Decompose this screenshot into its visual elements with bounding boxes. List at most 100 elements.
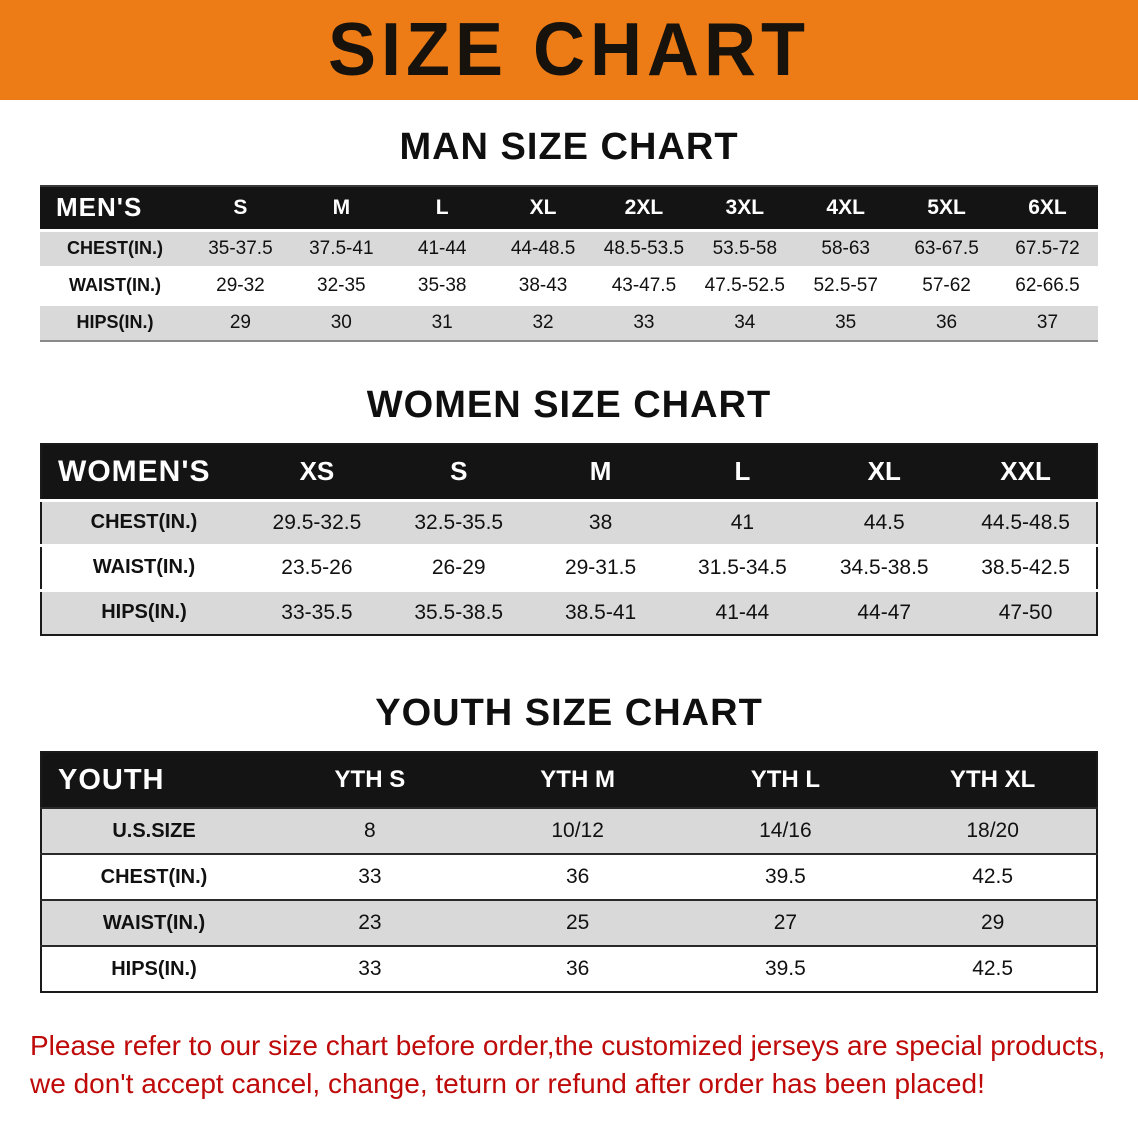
size-value: 63-67.5: [914, 237, 979, 259]
size-value: 23: [358, 911, 382, 934]
size-value: 33: [358, 957, 382, 980]
men-col-header: 5XL: [896, 186, 997, 230]
size-value: 58-63: [821, 237, 870, 259]
women-chest-row: CHEST(IN.) 29.5-32.5 32.5-35.5 38 41 44.…: [41, 500, 1097, 545]
size-value: 33-35.5: [281, 600, 353, 624]
men-hips-row: HIPS(IN.) 29 30 31 32 33 34 35 36 37: [40, 304, 1098, 341]
women-hips-row: HIPS(IN.) 33-35.5 35.5-38.5 38.5-41 41-4…: [41, 590, 1097, 635]
size-value: 31: [431, 311, 453, 333]
size-value: 30: [330, 311, 352, 333]
size-value: 29: [980, 911, 1005, 934]
size-value: 32: [532, 311, 554, 333]
women-col-header: XXL: [955, 444, 1097, 500]
youth-table-title: YOUTH: [41, 752, 266, 808]
size-value: 39.5: [764, 865, 806, 888]
size-value: 10/12: [551, 819, 604, 842]
size-value: 32.5-35.5: [414, 510, 504, 534]
size-value: 14/16: [759, 819, 812, 842]
size-value: 35-37.5: [208, 237, 273, 259]
women-col-header: S: [387, 444, 530, 500]
size-value: 35.5-38.5: [414, 600, 504, 624]
row-label: HIPS(IN.): [111, 957, 197, 980]
row-label: CHEST(IN.): [100, 865, 208, 888]
size-value: 36: [565, 957, 590, 980]
size-value: 34: [734, 311, 756, 333]
size-value: 48.5-53.5: [603, 237, 685, 259]
women-size-table: WOMEN'S XS S M L XL XXL CHEST(IN.) 29.5-…: [40, 443, 1098, 636]
size-value: 47-50: [998, 600, 1053, 624]
men-col-header: 2XL: [593, 186, 695, 230]
size-value: 34.5-38.5: [839, 555, 929, 579]
men-header-row: MEN'S S M L XL 2XL 3XL 4XL 5XL 6XL: [40, 186, 1098, 230]
size-value: 29: [229, 311, 251, 333]
size-value: 31.5-34.5: [698, 555, 787, 579]
size-value: 8: [364, 819, 376, 842]
disclaimer-line-2: we don't accept cancel, change, teturn o…: [30, 1067, 985, 1099]
row-label: U.S.SIZE: [112, 819, 196, 842]
women-section-heading: WOMEN SIZE CHART: [366, 384, 772, 426]
men-section-heading: MAN SIZE CHART: [399, 126, 739, 168]
youth-col-header: YTH L: [681, 752, 890, 808]
youth-chest-row: CHEST(IN.) 33 36 39.5 42.5: [41, 854, 1097, 900]
size-value: 41: [730, 510, 755, 534]
youth-section-heading: YOUTH SIZE CHART: [375, 692, 763, 734]
size-value: 37: [1036, 311, 1059, 333]
page-title: SIZE CHART: [328, 8, 810, 93]
size-value: 67.5-72: [1015, 237, 1080, 259]
size-value: 44-47: [857, 600, 912, 624]
size-value: 29-31.5: [564, 555, 637, 579]
size-value: 42.5: [972, 957, 1014, 980]
size-value: 57-62: [922, 274, 971, 296]
women-waist-row: WAIST(IN.) 23.5-26 26-29 29-31.5 31.5-34…: [41, 545, 1097, 590]
men-chest-row: CHEST(IN.) 35-37.5 37.5-41 41-44 44-48.5…: [40, 230, 1098, 267]
men-waist-row: WAIST(IN.) 29-32 32-35 35-38 38-43 43-47…: [40, 267, 1098, 304]
size-value: 37.5-41: [309, 237, 374, 259]
men-col-header: L: [391, 186, 493, 230]
size-value: 44.5-48.5: [981, 510, 1070, 534]
men-col-header: S: [190, 186, 291, 230]
men-col-header: M: [290, 186, 392, 230]
size-value: 42.5: [972, 865, 1014, 888]
men-col-header: 3XL: [694, 186, 796, 230]
size-value: 29-32: [216, 274, 265, 296]
disclaimer: Please refer to our size chart before or…: [30, 1027, 1112, 1103]
men-col-header: 6XL: [997, 186, 1098, 230]
size-value: 29.5-32.5: [272, 510, 362, 534]
women-col-header: L: [671, 444, 814, 500]
youth-col-header: YTH S: [266, 752, 474, 808]
youth-size-table: YOUTH YTH S YTH M YTH L YTH XL U.S.SIZE …: [40, 751, 1098, 993]
size-value: 18/20: [966, 819, 1019, 842]
women-col-header: XL: [813, 444, 956, 500]
size-value: 38: [588, 510, 613, 534]
women-table-title: WOMEN'S: [41, 444, 246, 500]
men-size-table: MEN'S S M L XL 2XL 3XL 4XL 5XL 6XL CHEST…: [40, 185, 1098, 342]
size-value: 38-43: [518, 274, 568, 296]
size-value: 52.5-57: [813, 274, 878, 296]
size-value: 38.5-42.5: [981, 555, 1070, 579]
row-label: WAIST(IN.): [92, 556, 196, 578]
youth-ussize-row: U.S.SIZE 8 10/12 14/16 18/20: [41, 808, 1097, 854]
women-header-row: WOMEN'S XS S M L XL XXL: [41, 444, 1097, 500]
men-table-title: MEN'S: [40, 186, 190, 230]
row-label: CHEST(IN.): [90, 511, 198, 533]
size-value: 41-44: [715, 600, 770, 624]
size-value: 41-44: [417, 237, 467, 259]
men-col-header: XL: [492, 186, 594, 230]
row-label: HIPS(IN.): [101, 601, 187, 624]
size-value: 23.5-26: [281, 555, 353, 579]
row-label: HIPS(IN.): [76, 312, 154, 333]
size-value: 44-48.5: [510, 237, 576, 259]
row-label: WAIST(IN.): [69, 275, 161, 295]
size-value: 27: [773, 911, 798, 934]
youth-header-row: YOUTH YTH S YTH M YTH L YTH XL: [41, 752, 1097, 808]
size-value: 25: [565, 911, 590, 934]
size-value: 43-47.5: [611, 274, 677, 296]
size-value: 32-35: [317, 274, 366, 296]
size-value: 53.5-58: [712, 237, 778, 259]
youth-col-header: YTH M: [473, 752, 682, 808]
banner: SIZE CHART: [0, 0, 1138, 100]
size-value: 62-66.5: [1015, 274, 1080, 296]
youth-waist-row: WAIST(IN.) 23 25 27 29: [41, 900, 1097, 946]
size-value: 36: [935, 311, 958, 333]
